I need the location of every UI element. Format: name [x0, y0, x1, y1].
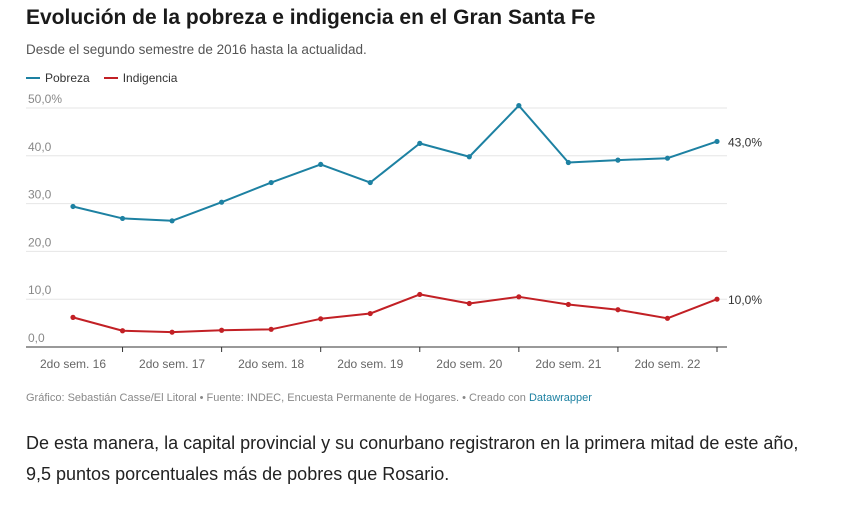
y-tick-label: 10,0 — [28, 283, 52, 297]
legend-label-indigencia: Indigencia — [122, 71, 178, 85]
legend-label-pobreza: Pobreza — [45, 71, 90, 85]
data-point — [516, 103, 522, 109]
x-tick-label: 2do sem. 19 — [337, 357, 403, 371]
legend-swatch-indigencia — [103, 77, 118, 79]
data-point — [318, 161, 324, 168]
chart-title: Evolución de la pobreza e indigencia en … — [26, 6, 596, 29]
data-point — [70, 314, 76, 320]
chart-footer: Gráfico: Sebastián Casse/El Litoral • Fu… — [26, 392, 592, 404]
data-point — [516, 294, 522, 300]
legend-swatch-pobreza — [26, 77, 40, 79]
x-tick-label: 2do sem. 16 — [40, 357, 106, 371]
data-point — [417, 140, 423, 146]
chart-subtitle: Desde el segundo semestre de 2016 hasta … — [26, 42, 367, 57]
data-point — [169, 218, 175, 224]
data-point — [714, 138, 720, 145]
end-value-label: 10,0% — [728, 293, 762, 307]
data-point — [714, 296, 720, 302]
y-tick-label: 40,0 — [28, 140, 52, 154]
line-chart: 0,0 10,0 20,0 30,0 40,0 50,0% 2do sem. 16 2do s… — [26, 92, 762, 371]
article-text: De esta manera, la capital provincial y … — [26, 433, 799, 484]
series-line-indigencia — [72, 293, 718, 334]
data-point — [417, 291, 423, 298]
data-point — [466, 300, 472, 307]
data-point — [70, 203, 76, 210]
x-tick-label: 2do sem. 22 — [634, 357, 700, 371]
legend-item-indigencia: Indigencia — [103, 71, 178, 85]
data-point — [119, 215, 126, 222]
legend-item-pobreza: Pobreza — [26, 71, 90, 85]
series-line-pobreza — [72, 104, 718, 222]
y-tick-label: 30,0 — [28, 188, 52, 202]
data-point — [169, 329, 175, 335]
data-point — [318, 316, 324, 322]
data-point — [565, 159, 571, 166]
data-point — [119, 328, 126, 334]
data-point — [219, 327, 225, 333]
data-point — [367, 310, 373, 317]
data-point — [565, 301, 571, 308]
x-tick-label: 2do sem. 20 — [436, 357, 502, 371]
data-point — [664, 315, 671, 321]
y-tick-label: 20,0 — [28, 235, 52, 249]
data-point — [268, 179, 274, 186]
x-tick-label: 2do sem. 21 — [535, 357, 601, 371]
legend: Pobreza Indigencia — [26, 71, 177, 85]
footer-credit: Gráfico: Sebastián Casse/El Litoral • Fu… — [26, 392, 529, 404]
data-point — [664, 155, 671, 161]
data-point — [367, 179, 373, 186]
y-tick-label: 50,0% — [28, 92, 62, 106]
data-point — [466, 154, 472, 160]
article-paragraph: De esta manera, la capital provincial y … — [26, 428, 816, 490]
x-tick-label: 2do sem. 18 — [238, 357, 304, 371]
data-point — [219, 199, 225, 205]
data-point — [615, 157, 621, 163]
data-point — [615, 307, 621, 313]
y-tick-label: 0,0 — [28, 331, 45, 345]
x-tick-label: 2do sem. 17 — [139, 357, 205, 371]
data-point — [268, 326, 274, 332]
datawrapper-link[interactable]: Datawrapper — [528, 392, 592, 404]
end-value-label: 43,0% — [728, 135, 762, 149]
